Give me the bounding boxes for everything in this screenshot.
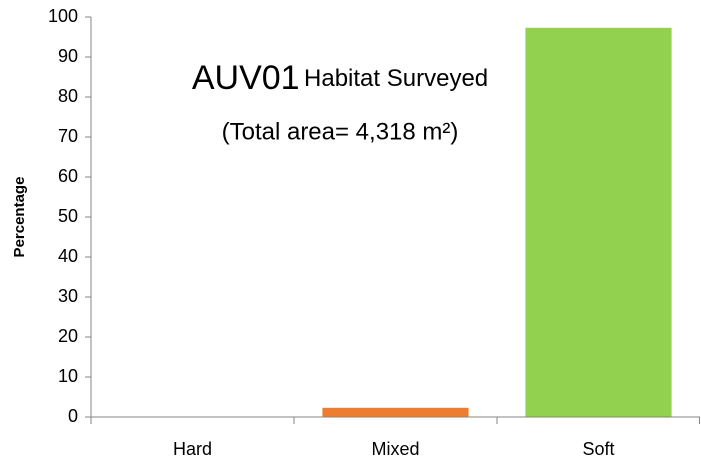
title-sub: Habitat Surveyed (304, 65, 488, 92)
y-tick-label: 10 (58, 366, 78, 386)
bar (322, 407, 469, 417)
x-tick-label: Soft (582, 439, 614, 459)
y-tick-label: 90 (58, 46, 78, 66)
y-tick-label: 30 (58, 286, 78, 306)
chart-title: AUV01 Habitat Surveyed (192, 59, 488, 97)
x-tick-label: Mixed (371, 439, 419, 459)
y-tick-label: 40 (58, 246, 78, 266)
y-tick-label: 0 (68, 406, 78, 426)
y-tick-label: 50 (58, 206, 78, 226)
y-tick-label: 70 (58, 126, 78, 146)
y-tick-label: 60 (58, 166, 78, 186)
y-tick-label: 80 (58, 86, 78, 106)
x-tick-label: Hard (173, 439, 212, 459)
y-axis-label: Percentage (11, 177, 28, 258)
y-tick-label: 20 (58, 326, 78, 346)
y-tick-label: 100 (48, 6, 78, 26)
title-main: AUV01 (192, 59, 300, 97)
bar (525, 27, 672, 418)
chart-subtitle: (Total area= 4,318 m²) (222, 118, 459, 145)
